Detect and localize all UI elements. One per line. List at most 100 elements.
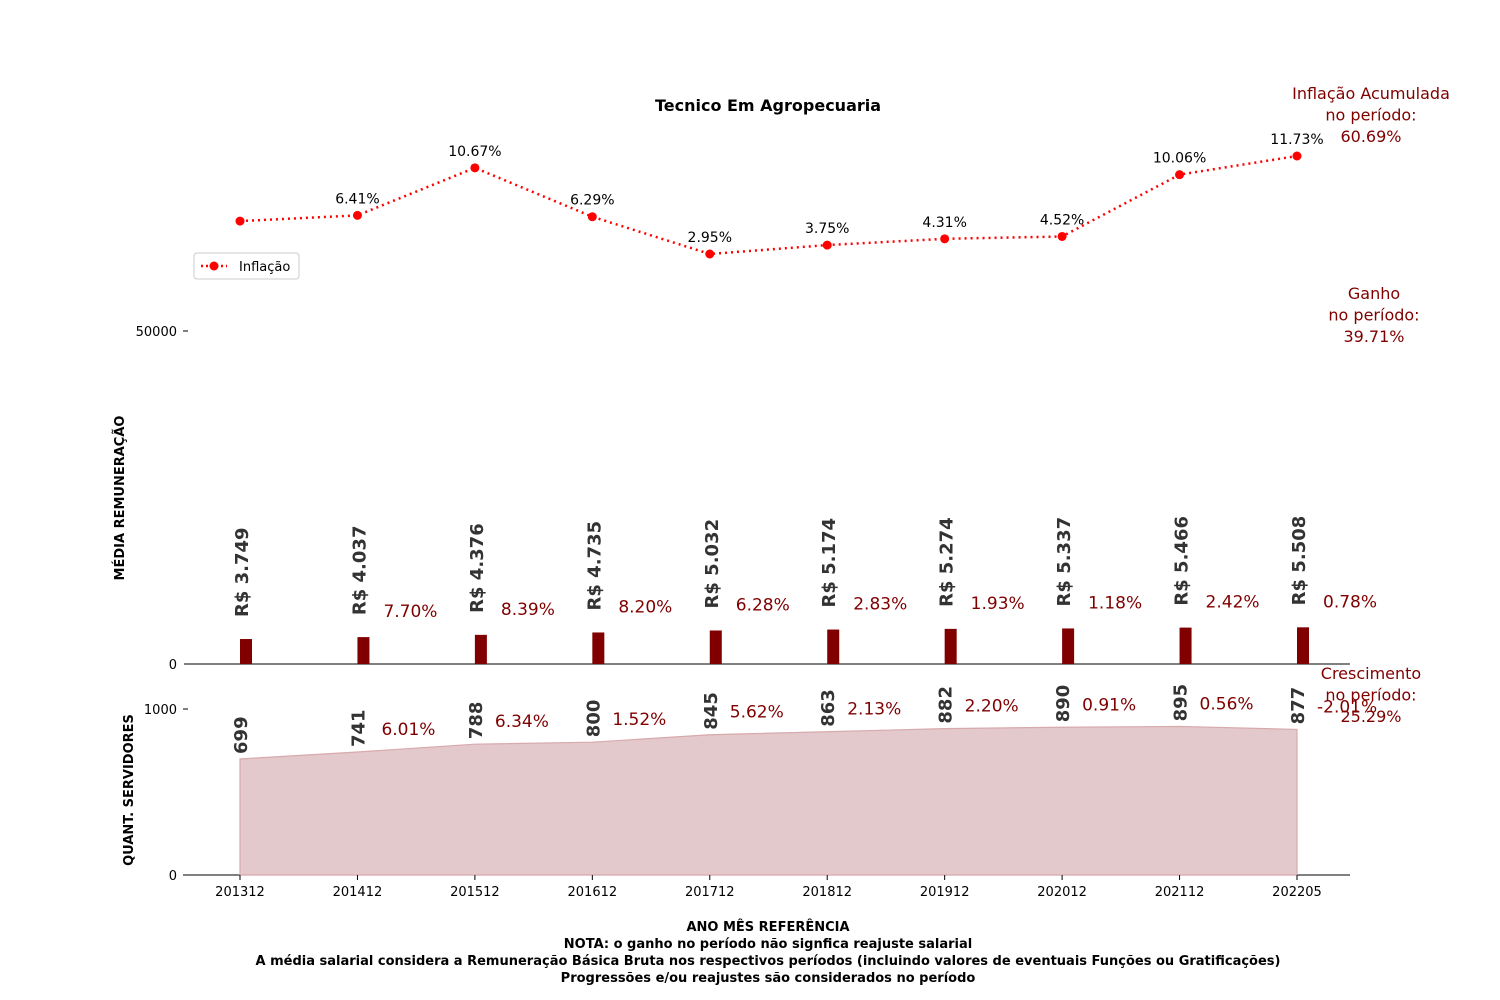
x-axis-label: ANO MÊS REFERÊNCIA <box>686 919 849 935</box>
salary-value-label: R$ 5.032 <box>702 519 723 609</box>
salary-ytick-label-50000: 50000 <box>136 325 177 340</box>
growth-period-text: no período: <box>1325 686 1416 705</box>
inflation-value-label: 4.52% <box>1040 212 1084 228</box>
count-ytick-label-0: 0 <box>169 869 177 884</box>
salary-bar <box>1179 627 1192 664</box>
salary-axis: 50000 0 MÉDIA REMUNERAÇÃO <box>112 325 1350 673</box>
count-value-label: 895 <box>1171 684 1192 722</box>
count-pct-label: 6.01% <box>381 720 435 740</box>
salary-value-label: R$ 4.037 <box>349 526 370 616</box>
x-tick-label: 201912 <box>920 885 970 900</box>
inflation-point <box>705 249 715 259</box>
growth-period-text: Crescimento <box>1321 664 1421 683</box>
note-line-1: NOTA: o ganho no período não signfica re… <box>564 937 972 952</box>
salary-pct-label: 8.39% <box>501 600 555 620</box>
growth-period-text: 25.29% <box>1340 707 1401 726</box>
legend-label-inflacao: Inflação <box>239 260 290 275</box>
inflation-point <box>470 163 480 173</box>
inflation-point <box>940 234 950 244</box>
inflation-value-label: 4.31% <box>922 215 966 231</box>
count-pct-label: 2.13% <box>847 700 901 720</box>
salary-pct-label: 8.20% <box>618 597 672 617</box>
x-tick-label: 202112 <box>1155 885 1205 900</box>
count-ylabel: QUANT. SERVIDORES <box>122 714 137 866</box>
note-line-2: A média salarial considera a Remuneração… <box>256 954 1281 969</box>
inflation-value-label: 2.95% <box>688 230 732 246</box>
count-pct-label: 6.34% <box>495 712 549 732</box>
count-value-label: 890 <box>1053 685 1074 723</box>
salary-bar <box>709 630 722 664</box>
gain-period-text: Ganho <box>1348 284 1400 303</box>
count-value-label: 699 <box>231 716 252 754</box>
salary-bar <box>592 632 605 664</box>
salary-value-label: R$ 5.508 <box>1289 516 1310 606</box>
inflation-point <box>822 240 832 250</box>
count-value-label: 882 <box>936 686 957 724</box>
side-annotations: Inflação Acumulada no período: 60.69% Ganho… <box>1292 84 1450 726</box>
inflation-value-label: 3.75% <box>805 221 849 237</box>
salary-bar <box>474 634 487 664</box>
gain-period-text: 39.71% <box>1343 327 1404 346</box>
salary-value-label: R$ 3.749 <box>232 527 253 617</box>
salary-value-label: R$ 5.466 <box>1172 516 1193 606</box>
count-value-label: 863 <box>818 689 839 727</box>
x-tick-label: 201412 <box>333 885 383 900</box>
x-tick-label: 201712 <box>685 885 735 900</box>
inflation-value-label: 11.73% <box>1270 132 1323 148</box>
salary-value-label: R$ 4.735 <box>584 521 605 611</box>
inflation-point <box>352 210 362 220</box>
x-tick-label: 201612 <box>568 885 618 900</box>
count-pct-label: 0.91% <box>1082 695 1136 715</box>
salary-pct-label: 2.42% <box>1206 593 1260 613</box>
inflation-accumulated-text: 60.69% <box>1340 127 1401 146</box>
inflation-accumulated-text: Inflação Acumulada <box>1292 84 1450 103</box>
inflation-line <box>239 154 1298 256</box>
note-line-3: Progressões e/ou reajustes são considera… <box>561 971 976 986</box>
salary-pct-label: 6.28% <box>736 595 790 615</box>
salary-bar <box>357 637 370 664</box>
chart-title: Tecnico Em Agropecuaria <box>655 96 881 115</box>
salary-value-label: R$ 5.174 <box>819 518 840 608</box>
salary-pct-label: 7.70% <box>383 602 437 622</box>
salary-bar <box>827 629 840 664</box>
inflation-series: 6.41% 10.67% 6.29% 2.95% 3.75% 4.31% 4.52% 10.0… <box>235 132 1324 259</box>
salary-value-label: R$ 4.376 <box>467 523 488 613</box>
inflation-value-label: 6.29% <box>570 193 614 209</box>
inflation-accumulated-text: no período: <box>1325 106 1416 125</box>
salary-pct-label: 2.83% <box>853 595 907 615</box>
count-area: 699 6.01% 741 6.34% 788 1.52% 800 5.62% 845 2.13%… <box>231 684 1377 876</box>
count-value-label: 788 <box>466 702 487 740</box>
x-tick-label: 201812 <box>802 885 852 900</box>
salary-bar <box>240 639 252 664</box>
x-tick-label: 201312 <box>215 885 265 900</box>
salary-value-label: R$ 5.274 <box>937 517 958 607</box>
count-value-label: 877 <box>1288 687 1309 725</box>
inflation-point <box>1292 151 1302 161</box>
count-pct-label: -2.01% <box>1317 697 1377 717</box>
salary-bar <box>1062 628 1075 664</box>
count-pct-label: 2.20% <box>965 697 1019 717</box>
legend-box <box>193 252 300 280</box>
inflation-point <box>1175 170 1185 180</box>
legend: Inflação <box>193 252 300 280</box>
count-pct-label: 0.56% <box>1200 694 1254 714</box>
salary-pct-label: 1.18% <box>1088 593 1142 613</box>
x-tick-label: 202205 <box>1272 885 1322 900</box>
salary-bars: R$ 3.749 R$ 4.037 7.70% R$ 4.376 8.39% R$ 4.7… <box>232 516 1377 664</box>
inflation-value-label: 10.67% <box>448 144 501 160</box>
count-value-label: 800 <box>583 700 604 738</box>
legend-marker <box>209 261 219 271</box>
count-value-label: 845 <box>701 692 722 730</box>
salary-bar <box>1297 627 1309 664</box>
inflation-point <box>235 216 245 226</box>
x-tick-label: 202012 <box>1037 885 1087 900</box>
salary-bar <box>944 628 957 664</box>
salary-ytick-label-0: 0 <box>169 658 177 673</box>
count-ytick-label-1000: 1000 <box>144 703 177 718</box>
salary-pct-label: 1.93% <box>971 594 1025 614</box>
inflation-value-label: 10.06% <box>1153 151 1206 167</box>
inflation-point <box>587 212 597 222</box>
count-area-fill <box>239 725 1298 876</box>
count-pct-label: 5.62% <box>730 703 784 723</box>
